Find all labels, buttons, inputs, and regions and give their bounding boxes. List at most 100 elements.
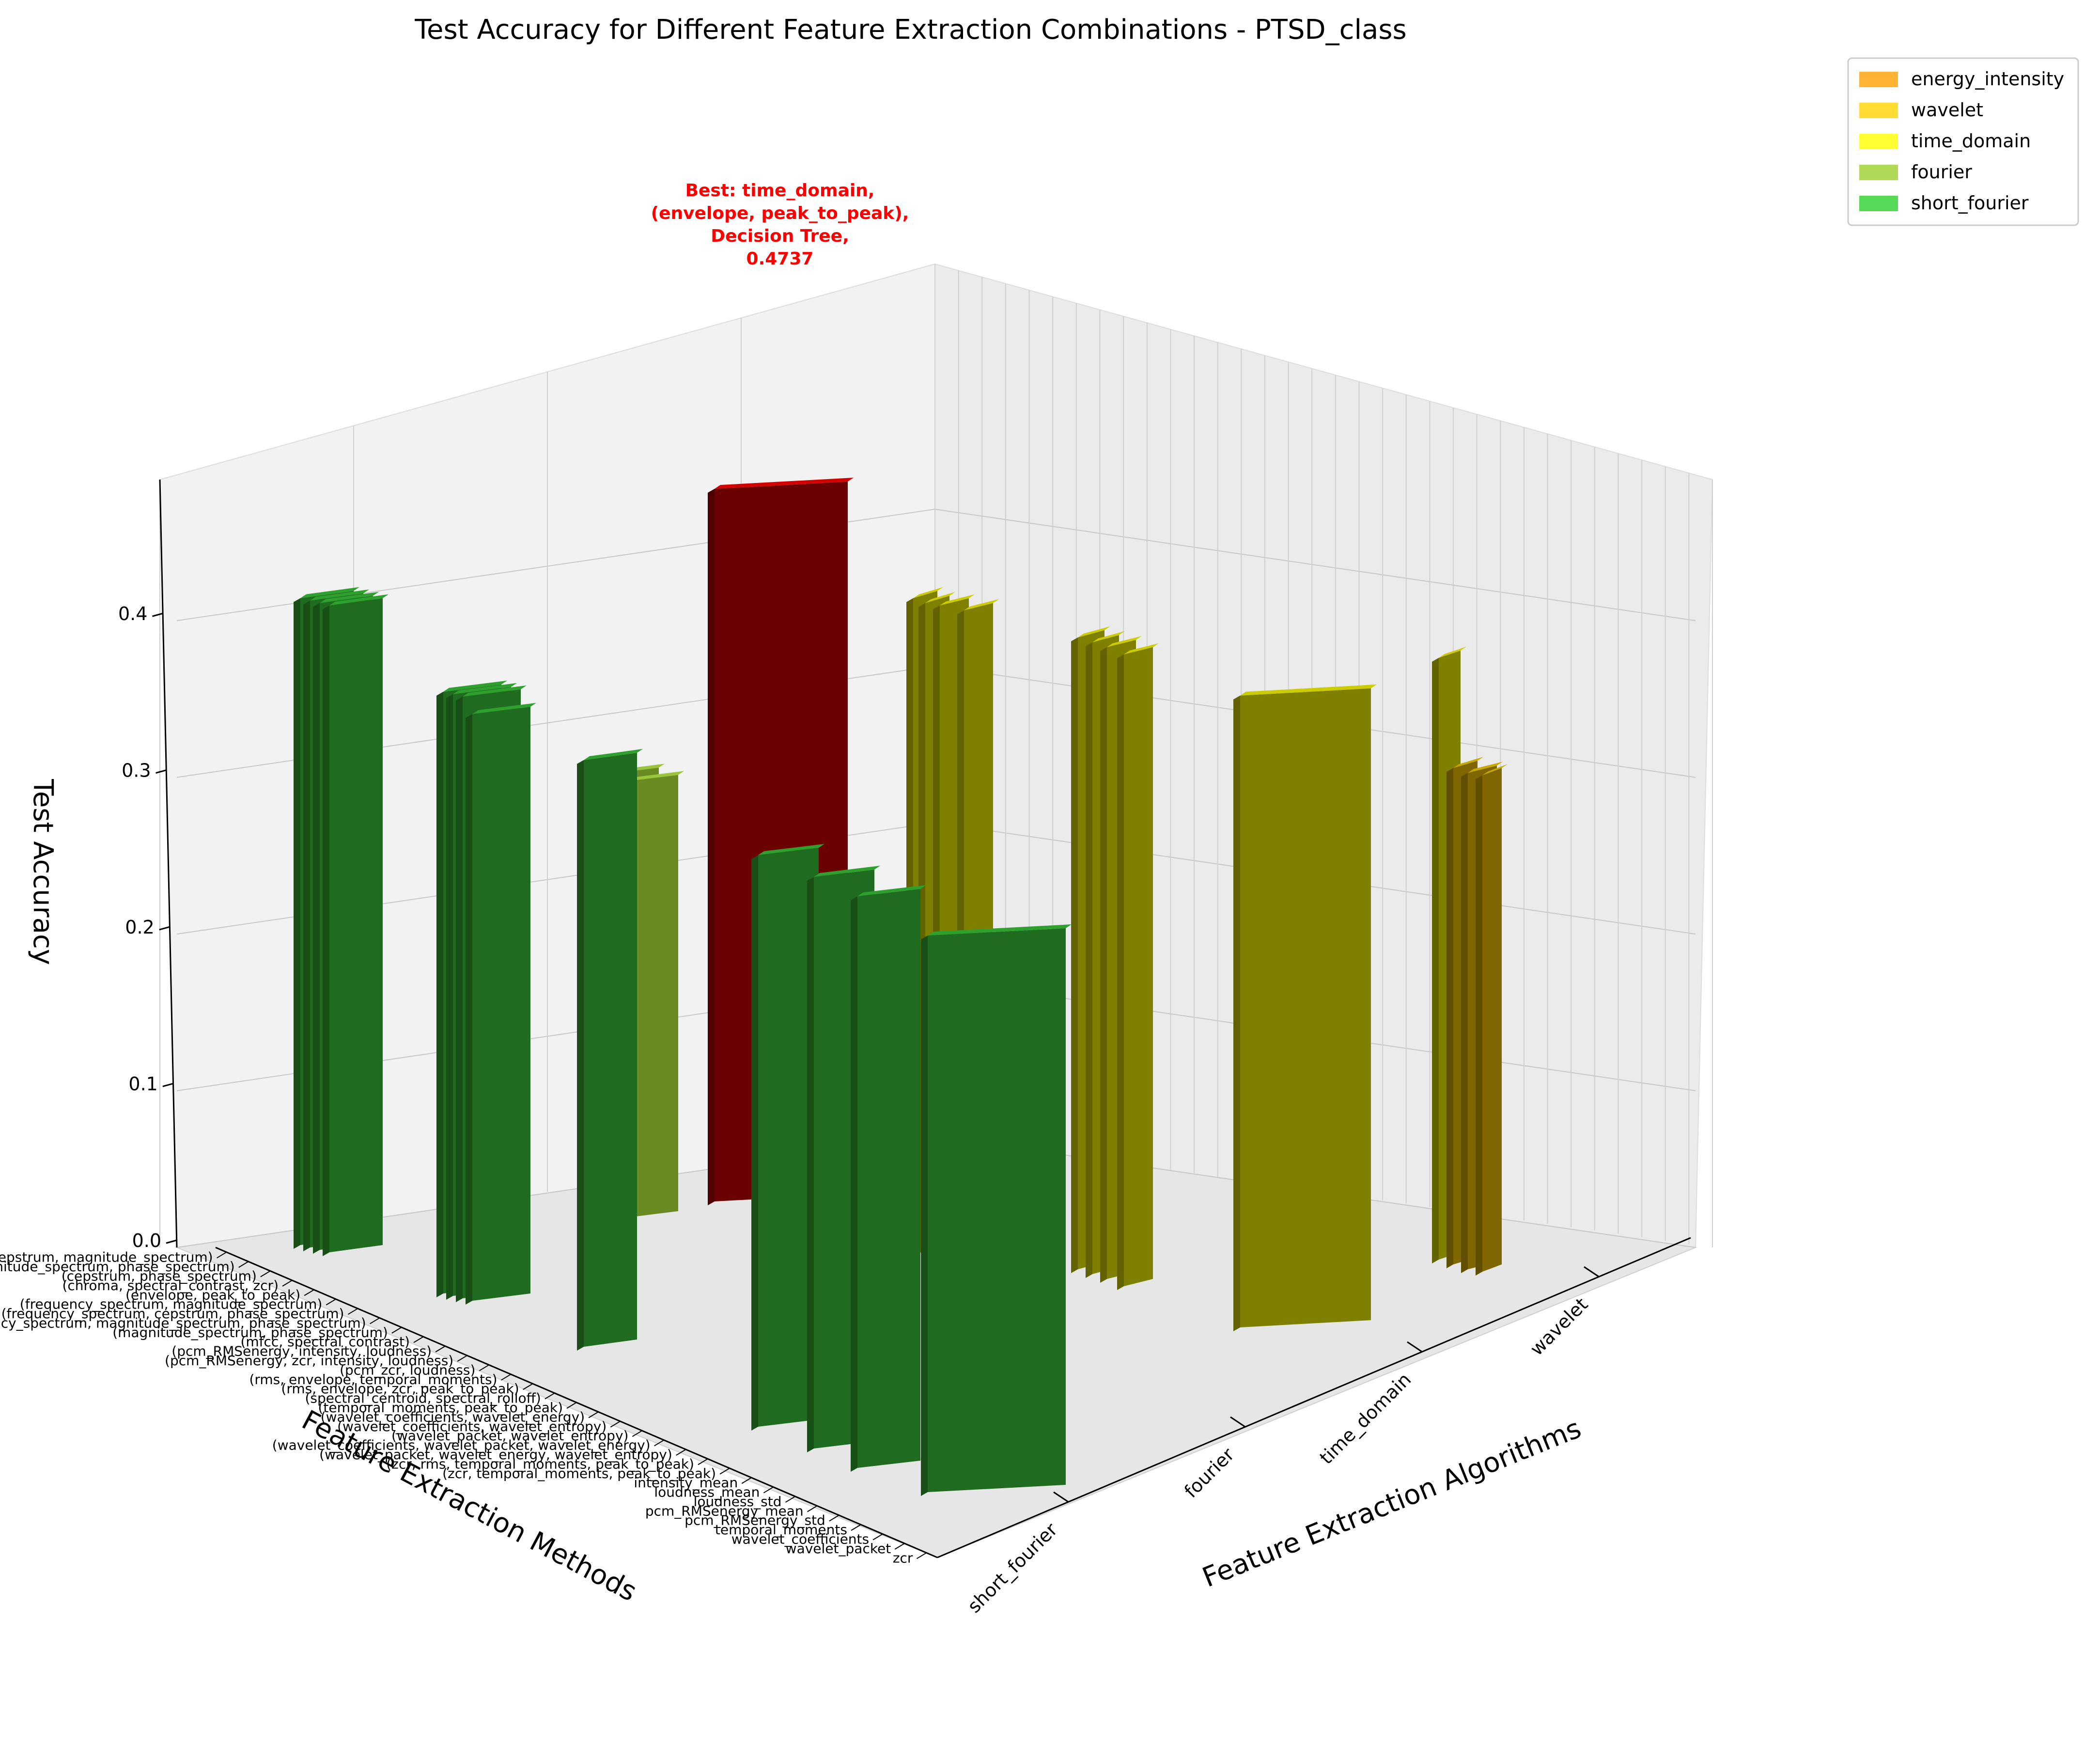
bar-side-face [456, 696, 463, 1302]
method-tick-label: intensity_mean [634, 1475, 738, 1491]
method-tick [588, 1411, 599, 1418]
bar-side-face [708, 489, 715, 1205]
bar-top-face [300, 587, 359, 598]
bar-top-face [329, 594, 389, 606]
chart-title: Test Accuracy for Different Feature Extr… [414, 14, 1406, 46]
bar [921, 924, 1072, 1496]
method-label-group: (cepstrum, magnitude_spectrum)(cepstrum,… [0, 1249, 927, 1566]
bar-front-face [857, 888, 920, 1468]
bar-side-face [466, 714, 472, 1305]
method-tick [501, 1373, 512, 1381]
legend-label: fourier [1911, 161, 1972, 183]
bar-side-face [1447, 768, 1453, 1268]
legend-swatch [1859, 103, 1898, 118]
bar-side-face [303, 600, 310, 1251]
bar-top-face [1078, 626, 1110, 638]
bar-side-face [921, 935, 928, 1496]
method-tick-label: (pcm_RMSenergy, intensity, loudness) [171, 1343, 432, 1359]
method-tick [785, 1496, 796, 1503]
algorithm-axis-line [937, 1237, 1691, 1558]
bar-side-face [1233, 695, 1240, 1331]
bar-top-face [758, 843, 824, 855]
z-tick-label: 0.0 [132, 1230, 161, 1251]
legend-swatch [1859, 196, 1898, 211]
method-tick-label: (mfcc, spectral_contrast) [240, 1334, 409, 1350]
method-tick-label: (rms, envelope, zcr, peak_to_peak) [281, 1381, 519, 1397]
method-tick-label: pcm_RMSenergy_mean [645, 1503, 804, 1519]
z-tick-label: 0.3 [122, 760, 151, 781]
method-tick [566, 1402, 577, 1409]
method-tick [238, 1261, 249, 1268]
bar [1476, 764, 1508, 1276]
bar-top-face [1124, 643, 1159, 654]
bar-top-face [453, 683, 517, 694]
method-tick-label: loudness_mean [654, 1484, 760, 1500]
bar-top-face [310, 589, 369, 601]
bar [1233, 684, 1377, 1331]
bar-top-face [472, 702, 536, 714]
bar-front-face [1240, 688, 1371, 1327]
z-tick-label: 0.1 [128, 1074, 157, 1095]
z-axis-line [159, 479, 178, 1248]
method-tick [741, 1477, 752, 1484]
method-tick-label: (temporal_moments, peak_to_peak) [318, 1400, 563, 1416]
method-tick-label: (cepstrum, magnitude_spectrum) [0, 1249, 213, 1265]
method-tick [676, 1449, 686, 1456]
method-tick-label: (envelope, peak_to_peak) [125, 1287, 300, 1303]
bar-top-face [913, 587, 943, 598]
bar-side-face [436, 691, 443, 1297]
bar-side-face [313, 603, 320, 1254]
method-tick [894, 1543, 905, 1550]
best-annotation: Best: time_domain, (envelope, peak_to_pe… [651, 181, 909, 269]
bar [466, 702, 536, 1305]
bar [577, 748, 643, 1351]
bar-top-face [928, 924, 1072, 936]
method-tick [391, 1326, 402, 1334]
method-tick [763, 1486, 774, 1494]
method-tick [370, 1317, 380, 1324]
method-tick [304, 1289, 314, 1296]
method-tick [544, 1392, 555, 1400]
method-tick-label: (frequency_spectrum, magnitude_spectrum) [20, 1296, 323, 1312]
bar-front-face [1482, 768, 1502, 1272]
bar-side-face [807, 876, 814, 1452]
method-tick-label: (zcr, temporal_moments, peak_to_peak) [442, 1465, 716, 1481]
bar-top-face [940, 594, 975, 606]
bar-group [294, 478, 1508, 1496]
bar-side-face [1461, 773, 1468, 1273]
method-tick [698, 1458, 708, 1465]
bar-top-face [1482, 764, 1508, 776]
bar-top-face [925, 592, 955, 603]
method-tick-label: (frequency_spectrum, magnitude_spectrum,… [0, 1315, 366, 1331]
method-tick-label: (frequency_spectrum, cepstrum, phase_spe… [1, 1306, 344, 1322]
best-line-1: Best: time_domain, [685, 181, 875, 201]
method-tick-label: (cepstrum, magnitude_spectrum, phase_spe… [0, 1259, 235, 1275]
z-tick [159, 926, 171, 931]
method-tick-label: (wavelet_packet, wavelet_energy, wavelet… [319, 1447, 672, 1463]
method-tick-label: (wavelet_coefficients, wavelet_packet, w… [272, 1437, 651, 1453]
method-tick-label: (spectral_centroid, spectral_rolloff) [305, 1390, 541, 1406]
method-tick [829, 1514, 840, 1522]
best-line-3: Decision Tree, [711, 226, 849, 246]
z-tick [166, 1239, 177, 1244]
method-tick [654, 1439, 665, 1447]
method-tick-label: (cepstrum, phase_spectrum) [62, 1268, 257, 1284]
algorithm-tick [1407, 1341, 1422, 1353]
bar-side-face [1100, 647, 1107, 1283]
bar-side-face [1086, 642, 1092, 1278]
bar-front-face [1124, 647, 1153, 1286]
bar-top-face [1439, 646, 1466, 658]
method-tick-label: zcr [893, 1550, 913, 1566]
legend-swatch [1859, 72, 1898, 87]
z-tick [156, 769, 167, 774]
bar-front-face [584, 752, 637, 1347]
bar-top-face [964, 599, 999, 610]
legend-box [1847, 57, 2079, 226]
bar-front-face [472, 706, 530, 1301]
bar-top-face [715, 478, 854, 489]
method-tick [523, 1383, 533, 1390]
bar-side-face [1117, 654, 1124, 1290]
method-tick [807, 1505, 818, 1512]
bar [323, 594, 389, 1256]
